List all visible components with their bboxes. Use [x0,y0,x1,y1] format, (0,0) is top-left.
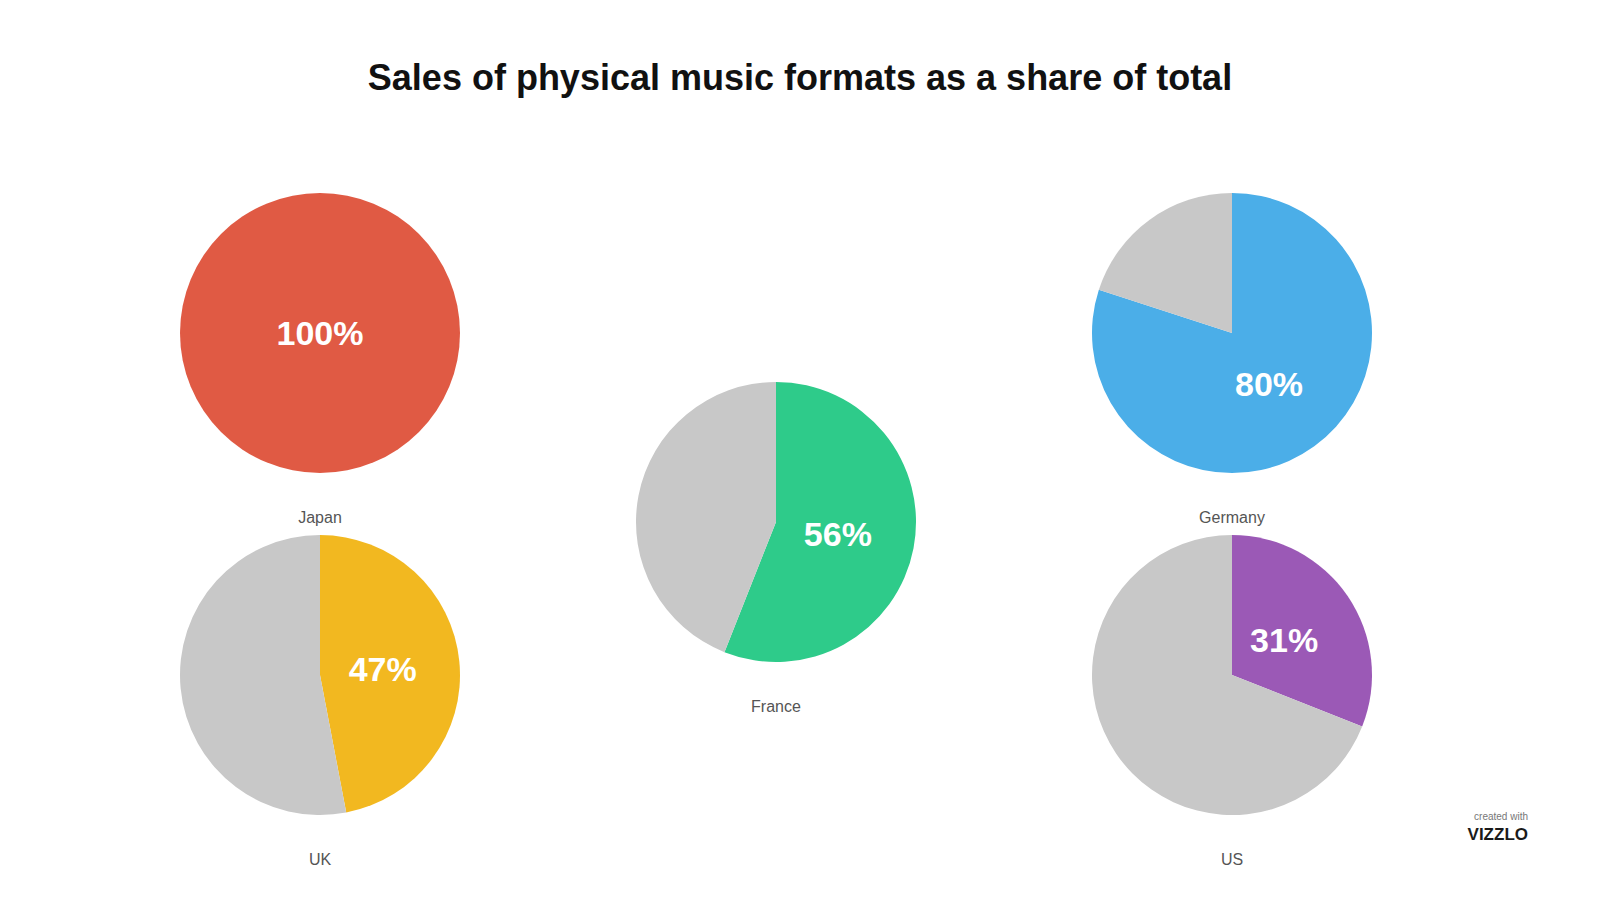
data-label: 80% [1235,365,1303,403]
pie-label: Japan [298,509,342,526]
pie-label: France [751,698,801,715]
pie-label: Germany [1199,509,1265,526]
data-label: 31% [1250,621,1318,659]
slice [636,382,776,652]
slice [1092,193,1372,473]
annotations: created with VIZZLO [1468,811,1528,844]
pie: 31% [1092,535,1372,815]
data-label: 47% [349,650,417,688]
pie: 56% [636,382,916,662]
data-label: 56% [804,515,872,553]
slice [1092,535,1362,815]
pie: 80% [1092,193,1372,473]
slice [320,535,460,813]
annotation: VIZZLO [1468,825,1528,844]
chart: Sales of physical music formats as a sha… [0,0,1600,900]
data-label: 100% [277,314,364,352]
pie-label: US [1221,851,1243,868]
title: Sales of physical music formats as a sha… [368,57,1232,98]
slice [1099,193,1232,333]
slice [180,193,460,473]
slice [180,535,346,815]
pie: 47% [180,535,460,815]
pie: 100% [180,193,460,473]
pie-label: UK [309,851,332,868]
annotation: created with [1474,811,1528,822]
